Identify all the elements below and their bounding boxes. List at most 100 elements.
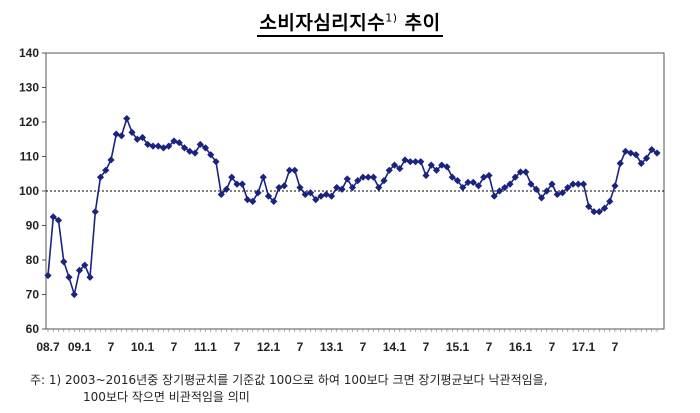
data-point-marker: [343, 175, 351, 183]
data-point-marker: [228, 173, 236, 181]
data-point-marker: [259, 173, 267, 181]
data-point-marker: [585, 202, 593, 211]
data-point-marker: [285, 166, 294, 174]
data-point-marker: [222, 185, 231, 193]
data-point-marker: [611, 182, 619, 190]
data-point-marker: [238, 180, 246, 188]
x-tick-label: 10.1: [131, 340, 155, 354]
data-point-marker: [385, 166, 393, 174]
data-point-marker: [254, 189, 262, 197]
data-point-marker: [81, 261, 89, 269]
data-point-marker: [417, 158, 425, 166]
data-point-marker: [427, 161, 435, 169]
data-point-marker: [91, 208, 99, 216]
y-tick-label: 60: [26, 322, 40, 336]
data-point-marker: [516, 168, 525, 176]
data-point-marker: [532, 185, 540, 193]
x-tick-label: 16.1: [509, 340, 533, 354]
data-point-marker: [270, 197, 278, 205]
x-tick-label: 7: [423, 340, 430, 354]
data-point-marker: [653, 149, 661, 157]
data-point-marker: [212, 158, 220, 166]
data-point-marker: [375, 183, 383, 192]
data-point-marker: [474, 182, 483, 190]
y-tick-label: 120: [19, 115, 39, 129]
y-tick-label: 140: [19, 46, 39, 60]
data-point-marker: [280, 182, 288, 190]
x-tick-label: 7: [171, 340, 178, 354]
data-point-marker: [107, 156, 115, 164]
data-point-marker: [642, 154, 651, 162]
data-point-marker: [537, 194, 546, 202]
x-tick-label: 7: [234, 340, 241, 354]
data-point-marker: [180, 144, 189, 152]
x-tick-label: 09.1: [68, 340, 92, 354]
footnote: 주: 1) 2003~2016년중 장기평균치를 기준값 100으로 하여 10…: [30, 372, 690, 406]
data-point-marker: [102, 166, 110, 174]
data-point-marker: [249, 197, 257, 205]
data-point-marker: [432, 166, 441, 174]
data-point-marker: [70, 290, 78, 299]
data-point-marker: [86, 273, 94, 281]
data-point-marker: [306, 189, 315, 197]
x-tick-label: 7: [360, 340, 367, 354]
data-point-marker: [579, 180, 588, 188]
y-axis: 60 70 80 90 100 110 120 130 140: [19, 46, 46, 336]
data-point-marker: [459, 183, 467, 192]
data-point-marker: [558, 189, 567, 197]
data-point-marker: [348, 183, 357, 192]
data-point-marker: [327, 192, 336, 200]
x-tick-label: 08.7: [36, 340, 60, 354]
data-point-marker: [117, 132, 126, 140]
data-point-marker: [128, 128, 136, 136]
data-point-marker: [495, 187, 504, 195]
y-tick-label: 90: [26, 219, 40, 233]
data-point-marker: [49, 213, 57, 221]
data-point-marker: [548, 180, 556, 188]
data-point-marker: [522, 168, 530, 176]
data-point-marker: [354, 177, 362, 185]
line-chart: 60 70 80 90 100 110 120 130 140 08.7 09.1 7 10.1 7 11…: [19, 46, 665, 354]
data-point-marker: [65, 273, 73, 281]
data-point-marker: [233, 180, 241, 188]
chart-title-container: 소비자심리지수1) 추이: [0, 8, 700, 37]
data-point-marker: [648, 146, 656, 154]
chart-title-text: 소비자심리지수: [259, 12, 386, 34]
data-point-marker: [501, 183, 509, 192]
x-tick-label: 14.1: [383, 340, 407, 354]
data-point-marker: [296, 183, 304, 192]
data-point-marker: [464, 178, 472, 186]
data-point-marker: [390, 161, 399, 169]
data-point-marker: [312, 196, 320, 204]
data-point-marker: [569, 180, 577, 188]
data-point-marker: [511, 173, 519, 181]
data-point-marker: [448, 173, 456, 181]
data-point-marker: [600, 204, 609, 212]
data-point-marker: [175, 139, 183, 147]
data-point-marker: [264, 192, 273, 200]
data-point-marker: [453, 177, 462, 185]
data-point-marker: [564, 183, 572, 192]
data-point-marker: [364, 173, 372, 181]
y-tick-label: 80: [26, 253, 40, 267]
data-point-marker: [138, 133, 147, 142]
y-tick-label: 100: [19, 184, 39, 198]
data-point-marker: [443, 163, 451, 171]
chart-title: 소비자심리지수1) 추이: [257, 11, 443, 37]
data-point-marker: [196, 140, 204, 149]
data-point-marker: [506, 180, 514, 188]
data-point-marker: [112, 130, 120, 138]
data-point-marker: [54, 216, 63, 224]
x-tick-label: 7: [486, 340, 493, 354]
chart-title-footnote-mark: 1): [385, 11, 398, 25]
data-point-marker: [595, 208, 603, 216]
x-tick-label: 11.1: [194, 340, 217, 354]
data-point-marker: [291, 166, 299, 174]
data-point-marker: [75, 266, 84, 274]
y-tick-label: 130: [19, 81, 39, 95]
x-axis: 08.7 09.1 7 10.1 7 11.1 7 12.1 7 13.1 7 14.1 7 15.1 7 1…: [36, 329, 658, 354]
data-point-marker: [396, 164, 404, 173]
y-tick-label: 70: [26, 288, 40, 302]
data-point-marker: [490, 192, 498, 200]
x-tick-label: 17.1: [572, 340, 596, 354]
